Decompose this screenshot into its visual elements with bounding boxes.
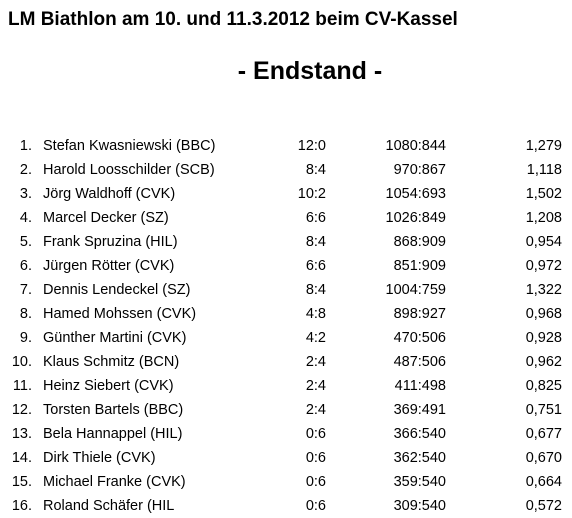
rank-cell: 11. bbox=[12, 378, 32, 394]
average-cell: 0,751 bbox=[525, 402, 562, 418]
average-cell: 1,322 bbox=[525, 282, 562, 298]
player-name-cell: Harold Loosschilder (SCB) bbox=[43, 162, 215, 178]
player-name-cell: Dirk Thiele (CVK) bbox=[43, 450, 156, 466]
balls-cell: 851:909 bbox=[393, 258, 446, 274]
balls-cell: 362:540 bbox=[393, 450, 446, 466]
player-name-cell: Klaus Schmitz (BCN) bbox=[43, 354, 180, 370]
player-name-cell: Stefan Kwasniewski (BBC) bbox=[43, 138, 216, 154]
rank-cell: 13. bbox=[11, 426, 32, 442]
table-row: 2. Harold Loosschilder (SCB) 8:4 970:867 1,1… bbox=[0, 158, 572, 182]
balls-cell: 868:909 bbox=[393, 234, 446, 250]
balls-cell: 309:540 bbox=[393, 498, 446, 514]
points-cell: 10:2 bbox=[297, 186, 326, 202]
balls-cell: 1054:693 bbox=[385, 186, 446, 202]
average-cell: 1,502 bbox=[525, 186, 562, 202]
points-cell: 12:0 bbox=[297, 138, 326, 154]
rank-cell: 10. bbox=[11, 354, 32, 370]
average-cell: 0,928 bbox=[525, 330, 562, 346]
document-subtitle: - Endstand - bbox=[237, 57, 383, 85]
player-name-cell: Torsten Bartels (BBC) bbox=[43, 402, 184, 418]
rank-cell: 3. bbox=[19, 186, 32, 202]
points-cell: 0:6 bbox=[305, 450, 326, 466]
average-cell: 0,670 bbox=[525, 450, 562, 466]
document-title: LM Biathlon am 10. und 11.3.2012 beim CV… bbox=[8, 9, 458, 30]
rank-cell: 14. bbox=[11, 450, 32, 466]
average-cell: 0,572 bbox=[525, 498, 562, 514]
table-row: 15. Michael Franke (CVK) 0:6 359:540 0,664 bbox=[0, 470, 572, 494]
table-row: 7. Dennis Lendeckel (SZ) 8:4 1004:759 1,322 bbox=[0, 278, 572, 302]
points-cell: 2:4 bbox=[305, 354, 326, 370]
balls-cell: 470:506 bbox=[393, 330, 446, 346]
points-cell: 4:2 bbox=[305, 330, 326, 346]
points-cell: 8:4 bbox=[305, 234, 326, 250]
points-cell: 0:6 bbox=[305, 498, 326, 514]
rank-cell: 7. bbox=[19, 282, 32, 298]
player-name-cell: Marcel Decker (SZ) bbox=[43, 210, 169, 226]
balls-cell: 1004:759 bbox=[385, 282, 446, 298]
average-cell: 0,968 bbox=[525, 306, 562, 322]
rank-cell: 5. bbox=[19, 234, 32, 250]
points-cell: 0:6 bbox=[305, 426, 326, 442]
player-name-cell: Jörg Waldhoff (CVK) bbox=[43, 186, 176, 202]
rank-cell: 16. bbox=[11, 498, 32, 514]
average-cell: 0,962 bbox=[525, 354, 562, 370]
player-name-cell: Frank Spruzina (HIL) bbox=[43, 234, 178, 250]
average-cell: 0,954 bbox=[525, 234, 562, 250]
points-cell: 2:4 bbox=[305, 378, 326, 394]
player-name-cell: Bela Hannappel (HIL) bbox=[43, 426, 183, 442]
table-row: 6. Jürgen Rötter (CVK) 6:6 851:909 0,972 bbox=[0, 254, 572, 278]
balls-cell: 366:540 bbox=[393, 426, 446, 442]
balls-cell: 411:498 bbox=[394, 378, 446, 394]
average-cell: 0,972 bbox=[525, 258, 562, 274]
average-cell: 1,279 bbox=[525, 138, 562, 154]
player-name-cell: Roland Schäfer (HIL bbox=[43, 498, 175, 514]
balls-cell: 359:540 bbox=[393, 474, 446, 490]
table-row: 3. Jörg Waldhoff (CVK) 10:2 1054:693 1,502 bbox=[0, 182, 572, 206]
table-row: 5. Frank Spruzina (HIL) 8:4 868:909 0,954 bbox=[0, 230, 572, 254]
points-cell: 6:6 bbox=[305, 210, 326, 226]
rank-cell: 15. bbox=[11, 474, 32, 490]
rank-cell: 1. bbox=[19, 138, 32, 154]
player-name-cell: Michael Franke (CVK) bbox=[43, 474, 186, 490]
rank-cell: 4. bbox=[19, 210, 32, 226]
points-cell: 0:6 bbox=[305, 474, 326, 490]
player-name-cell: Günther Martini (CVK) bbox=[43, 330, 187, 346]
average-cell: 0,825 bbox=[525, 378, 562, 394]
balls-cell: 487:506 bbox=[393, 354, 446, 370]
balls-cell: 970:867 bbox=[393, 162, 446, 178]
player-name-cell: Heinz Siebert (CVK) bbox=[43, 378, 174, 394]
rank-cell: 8. bbox=[19, 306, 32, 322]
average-cell: 0,664 bbox=[525, 474, 562, 490]
average-cell: 1,208 bbox=[525, 210, 562, 226]
balls-cell: 369:491 bbox=[393, 402, 446, 418]
points-cell: 2:4 bbox=[305, 402, 326, 418]
table-row: 12. Torsten Bartels (BBC) 2:4 369:491 0,751 bbox=[0, 398, 572, 422]
balls-cell: 1080:844 bbox=[385, 138, 446, 154]
table-row: 10. Klaus Schmitz (BCN) 2:4 487:506 0,962 bbox=[0, 350, 572, 374]
player-name-cell: Jürgen Rötter (CVK) bbox=[43, 258, 175, 274]
table-row: 13. Bela Hannappel (HIL) 0:6 366:540 0,677 bbox=[0, 422, 572, 446]
player-name-cell: Dennis Lendeckel (SZ) bbox=[43, 282, 191, 298]
rank-cell: 12. bbox=[11, 402, 32, 418]
average-cell: 0,677 bbox=[525, 426, 562, 442]
player-name-cell: Hamed Mohssen (CVK) bbox=[43, 306, 197, 322]
balls-cell: 1026:849 bbox=[385, 210, 446, 226]
table-row: 9. Günther Martini (CVK) 4:2 470:506 0,928 bbox=[0, 326, 572, 350]
points-cell: 6:6 bbox=[305, 258, 326, 274]
balls-cell: 898:927 bbox=[393, 306, 446, 322]
rank-cell: 2. bbox=[19, 162, 32, 178]
rank-cell: 6. bbox=[19, 258, 32, 274]
table-row: 4. Marcel Decker (SZ) 6:6 1026:849 1,208 bbox=[0, 206, 572, 230]
standings-table: 1. Stefan Kwasniewski (BBC) 12:0 1080:844 1,… bbox=[0, 134, 572, 518]
table-row: 11. Heinz Siebert (CVK) 2:4 411:498 0,825 bbox=[0, 374, 572, 398]
table-row: 14. Dirk Thiele (CVK) 0:6 362:540 0,670 bbox=[0, 446, 572, 470]
average-cell: 1,118 bbox=[526, 162, 562, 178]
table-row: 16. Roland Schäfer (HIL 0:6 309:540 0,572 bbox=[0, 494, 572, 518]
points-cell: 4:8 bbox=[305, 306, 326, 322]
table-row: 8. Hamed Mohssen (CVK) 4:8 898:927 0,968 bbox=[0, 302, 572, 326]
points-cell: 8:4 bbox=[305, 162, 326, 178]
table-row: 1. Stefan Kwasniewski (BBC) 12:0 1080:844 1,… bbox=[0, 134, 572, 158]
points-cell: 8:4 bbox=[305, 282, 326, 298]
rank-cell: 9. bbox=[19, 330, 32, 346]
